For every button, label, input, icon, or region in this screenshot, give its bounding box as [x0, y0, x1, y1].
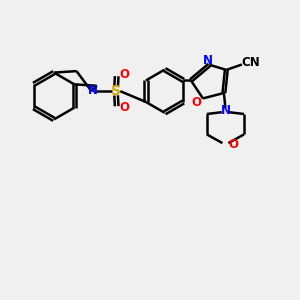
Text: N: N — [220, 103, 230, 117]
Text: N: N — [88, 84, 98, 97]
Text: O: O — [119, 68, 129, 81]
Text: O: O — [191, 96, 201, 109]
Text: N: N — [203, 53, 213, 67]
Text: S: S — [111, 84, 121, 98]
Text: CN: CN — [241, 56, 260, 69]
Text: O: O — [119, 101, 129, 114]
Text: O: O — [229, 138, 239, 151]
